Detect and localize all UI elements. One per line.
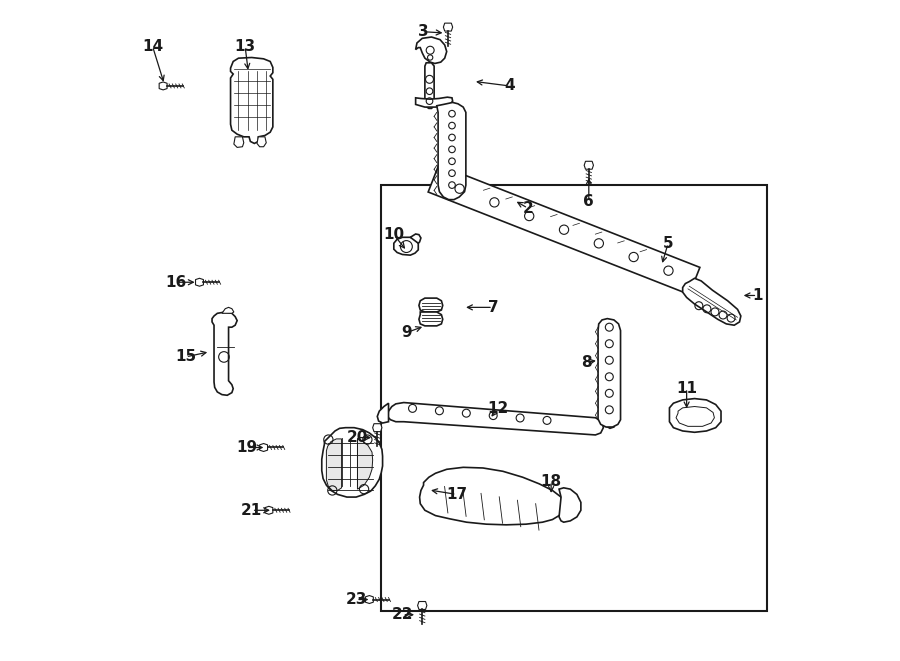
- Polygon shape: [377, 403, 389, 423]
- Bar: [381, 185, 768, 611]
- Polygon shape: [195, 278, 203, 286]
- Text: 12: 12: [487, 401, 508, 416]
- Text: 21: 21: [241, 503, 262, 518]
- Text: 13: 13: [235, 39, 256, 54]
- Text: 1: 1: [752, 288, 762, 303]
- Polygon shape: [436, 102, 466, 200]
- Polygon shape: [418, 312, 443, 326]
- Polygon shape: [683, 278, 741, 325]
- Polygon shape: [230, 58, 273, 143]
- Text: 3: 3: [418, 24, 429, 39]
- Polygon shape: [322, 428, 382, 497]
- Text: 10: 10: [383, 227, 404, 242]
- Polygon shape: [159, 82, 167, 90]
- Polygon shape: [357, 439, 373, 489]
- Polygon shape: [365, 596, 374, 603]
- Text: 15: 15: [175, 350, 196, 364]
- Polygon shape: [419, 467, 564, 525]
- Polygon shape: [598, 319, 620, 427]
- Text: 18: 18: [541, 474, 562, 488]
- Text: 4: 4: [504, 79, 515, 93]
- Polygon shape: [425, 63, 434, 108]
- Polygon shape: [444, 23, 453, 31]
- Text: 14: 14: [142, 39, 163, 54]
- Text: 7: 7: [488, 300, 499, 315]
- Text: 9: 9: [401, 325, 412, 340]
- Text: 23: 23: [346, 592, 367, 607]
- Text: 22: 22: [392, 607, 413, 622]
- Text: 19: 19: [236, 440, 257, 455]
- Polygon shape: [212, 312, 238, 395]
- Polygon shape: [410, 234, 421, 243]
- Polygon shape: [670, 399, 721, 432]
- Polygon shape: [373, 424, 382, 432]
- Polygon shape: [394, 237, 418, 255]
- Polygon shape: [327, 439, 342, 490]
- Polygon shape: [259, 444, 267, 451]
- Polygon shape: [418, 602, 427, 609]
- Polygon shape: [416, 97, 453, 107]
- Polygon shape: [584, 161, 593, 169]
- Polygon shape: [600, 416, 616, 428]
- Polygon shape: [418, 298, 443, 312]
- Polygon shape: [416, 37, 446, 63]
- Polygon shape: [387, 403, 603, 435]
- Polygon shape: [559, 488, 580, 522]
- Text: 17: 17: [446, 487, 467, 502]
- Text: 16: 16: [165, 275, 186, 290]
- Text: 8: 8: [581, 355, 592, 369]
- Text: 11: 11: [676, 381, 698, 395]
- Polygon shape: [222, 307, 234, 313]
- Polygon shape: [234, 137, 244, 147]
- Polygon shape: [257, 137, 266, 147]
- Text: 5: 5: [662, 236, 673, 251]
- Polygon shape: [428, 165, 700, 294]
- Text: 6: 6: [583, 194, 594, 209]
- Polygon shape: [265, 506, 273, 514]
- Polygon shape: [676, 407, 715, 426]
- Text: 2: 2: [523, 201, 534, 215]
- Text: 20: 20: [346, 430, 368, 445]
